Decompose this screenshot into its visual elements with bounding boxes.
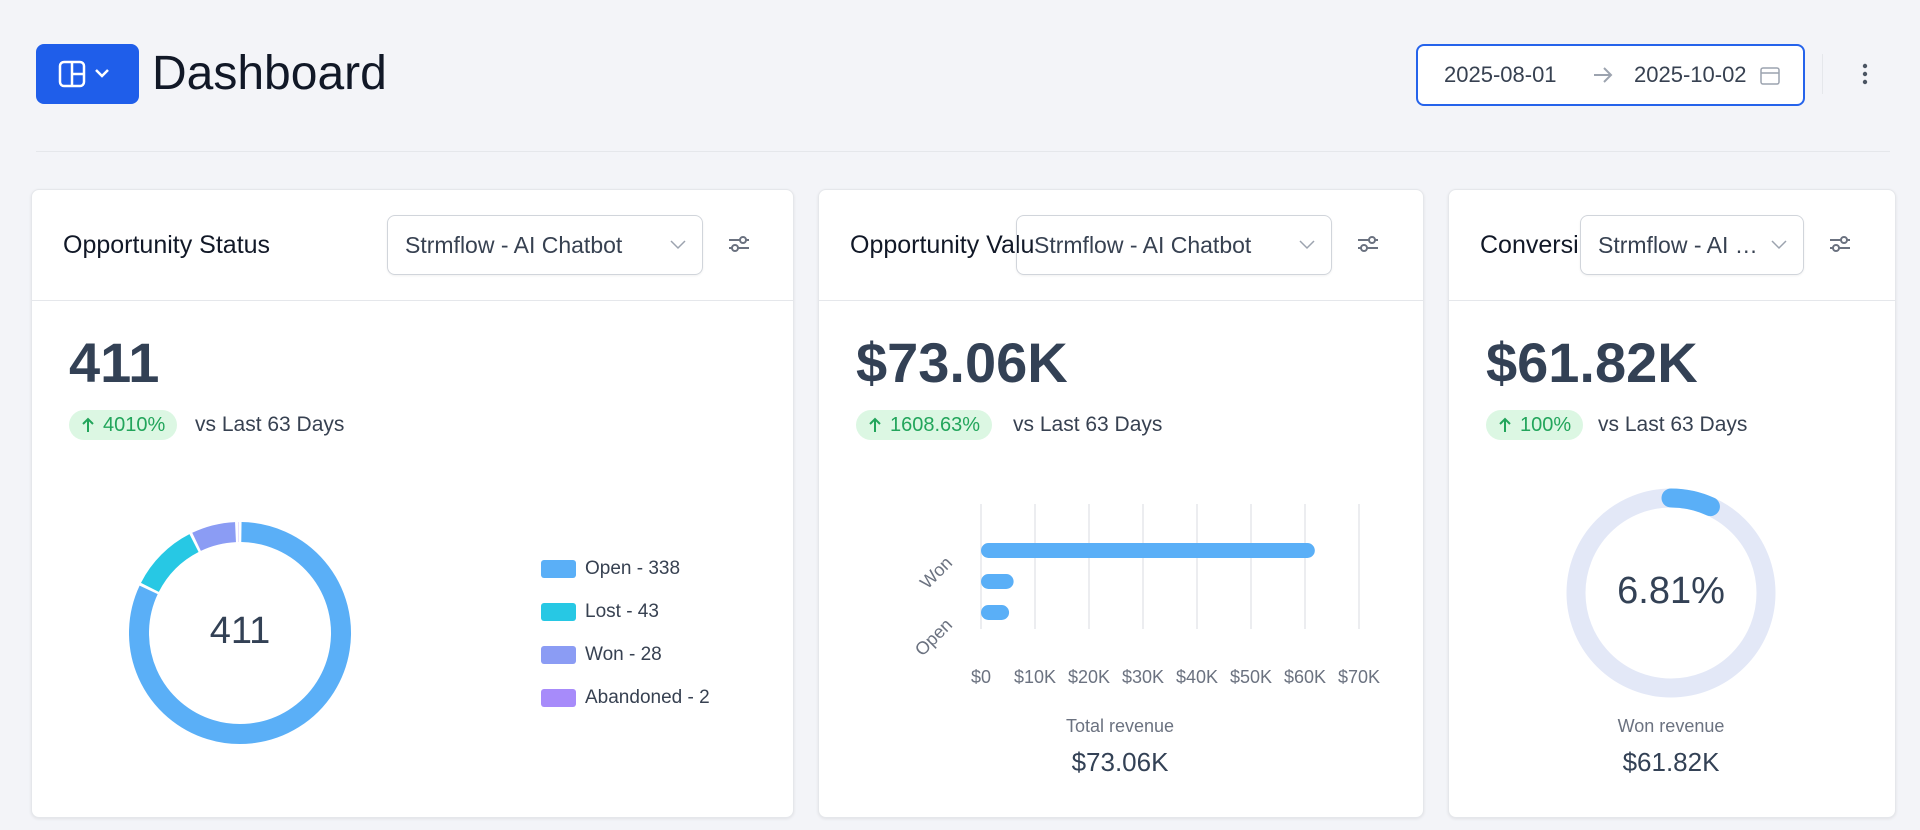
card: Conversion Value Strmflow - AI Chatbot $… [1448, 189, 1896, 818]
up-arrow [82, 417, 94, 432]
filter-dropdown[interactable]: Strmflow - AI Chatbot [1016, 215, 1332, 275]
filter-value: Strmflow - AI Chatbot [1598, 232, 1759, 258]
date-range[interactable]: 2025-08-01 2025-10-02 [1416, 44, 1805, 106]
card-title: Opportunity Value [850, 231, 1035, 259]
date-end: 2025-10-02 [1634, 62, 1747, 87]
filter-dropdown[interactable]: Strmflow - AI Chatbot [1580, 215, 1804, 275]
kpi-value: $73.06K [856, 331, 1068, 394]
page-title: Dashboard [152, 47, 387, 100]
filter-value: Strmflow - AI Chatbot [1034, 232, 1252, 258]
filter-value: Strmflow - AI Chatbot [405, 232, 623, 258]
kpi-value: $61.82K [1486, 331, 1698, 394]
card: Opportunity Status Strmflow - AI Chatbot… [31, 189, 794, 818]
change-badge: 1608.63% [856, 410, 993, 440]
settings-icon[interactable] [1828, 233, 1852, 255]
card: Opportunity Value Strmflow - AI Chatbot … [818, 189, 1424, 818]
layout-icon [58, 60, 109, 88]
comparison: vs Last 63 Days [1013, 413, 1163, 436]
change-value: 100% [1520, 414, 1572, 436]
chevron [1299, 240, 1315, 250]
filter-dropdown[interactable]: Strmflow - AI Chatbot [387, 215, 703, 275]
change-badge: 100% [1486, 410, 1584, 440]
divider [1822, 54, 1823, 94]
comparison: vs Last 63 Days [1598, 413, 1748, 436]
card-title: Opportunity Status [63, 231, 271, 259]
layout-button[interactable] [36, 44, 139, 104]
calendar-icon [1760, 67, 1780, 85]
up-arrow [1499, 417, 1511, 432]
change-value: 1608.63% [890, 414, 981, 436]
change-value: 4010% [103, 414, 166, 436]
header-rule [36, 151, 1890, 152]
arrow-icon [1594, 67, 1613, 83]
card-title: Conversion Value [1480, 231, 1578, 259]
settings-icon[interactable] [1356, 233, 1380, 255]
card-header: Opportunity Status Strmflow - AI Chatbot [32, 190, 793, 301]
settings-icon[interactable] [727, 233, 751, 255]
up-arrow [869, 417, 881, 432]
chevron [670, 240, 686, 250]
chevron [1771, 240, 1787, 250]
date-start: 2025-08-01 [1444, 62, 1557, 87]
change-badge: 4010% [69, 410, 178, 440]
card-header: Conversion Value Strmflow - AI Chatbot [1449, 190, 1895, 301]
card-header: Opportunity Value Strmflow - AI Chatbot [819, 190, 1423, 301]
kpi-value: 411 [69, 331, 160, 394]
comparison: vs Last 63 Days [195, 413, 345, 436]
more-menu[interactable] [1855, 60, 1875, 88]
